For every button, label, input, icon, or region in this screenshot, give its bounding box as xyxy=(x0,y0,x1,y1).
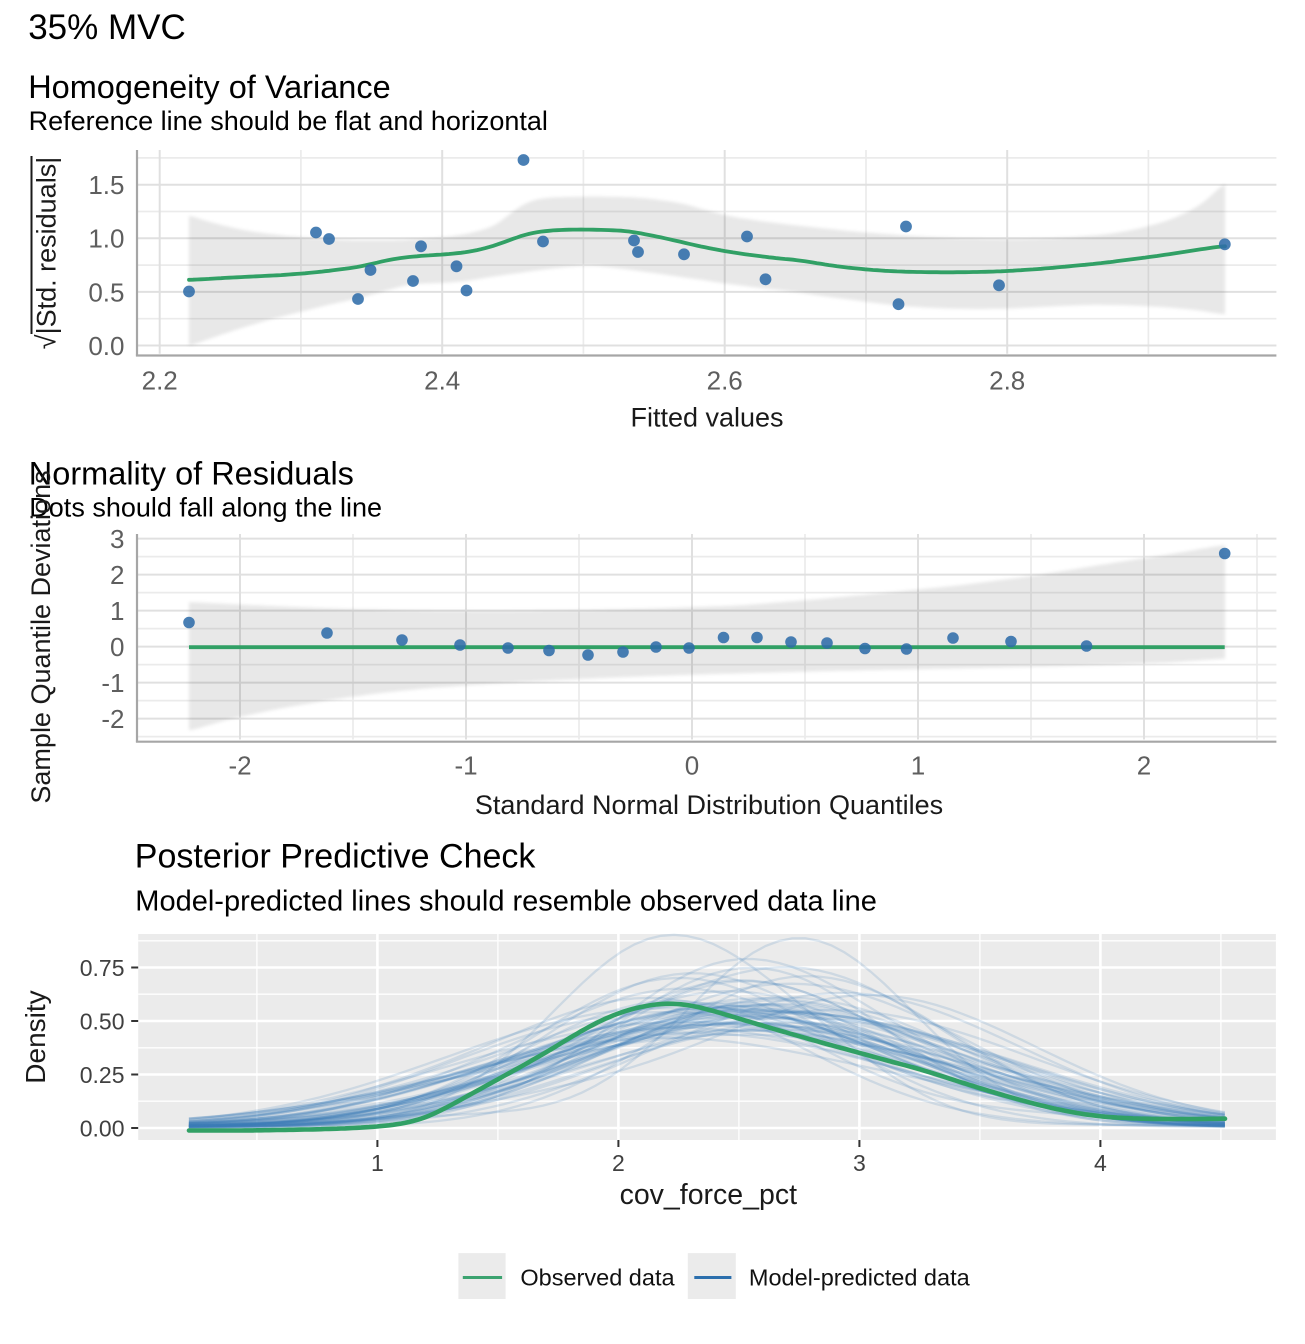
svg-text:Sample Quantile Deviations: Sample Quantile Deviations xyxy=(26,470,56,803)
svg-text:Dots should fall along the lin: Dots should fall along the line xyxy=(29,493,382,523)
svg-text:1: 1 xyxy=(911,751,925,781)
svg-text:3: 3 xyxy=(110,524,124,554)
svg-text:Standard Normal Distribution Q: Standard Normal Distribution Quantiles xyxy=(475,790,943,820)
svg-text:0.25: 0.25 xyxy=(80,1062,125,1088)
svg-text:-1: -1 xyxy=(454,751,477,781)
svg-text:2: 2 xyxy=(612,1150,625,1176)
svg-text:1: 1 xyxy=(371,1150,384,1176)
svg-text:-2: -2 xyxy=(101,704,124,734)
svg-text:0.5: 0.5 xyxy=(88,277,124,307)
svg-text:-2: -2 xyxy=(228,751,251,781)
svg-text:cov_force_pct: cov_force_pct xyxy=(620,1179,798,1211)
svg-text:0.00: 0.00 xyxy=(80,1115,125,1141)
svg-text:2: 2 xyxy=(110,560,124,590)
svg-text:Normality of Residuals: Normality of Residuals xyxy=(29,456,354,492)
svg-text:3: 3 xyxy=(853,1150,866,1176)
svg-text:Posterior Predictive Check: Posterior Predictive Check xyxy=(135,838,537,876)
svg-text:2: 2 xyxy=(1137,751,1151,781)
svg-text:Homogeneity of Variance: Homogeneity of Variance xyxy=(28,69,391,105)
svg-text:1.0: 1.0 xyxy=(88,224,124,254)
svg-text:√|Std. residuals|: √|Std. residuals| xyxy=(32,157,62,349)
svg-text:Density: Density xyxy=(20,990,51,1083)
svg-text:-1: -1 xyxy=(101,668,124,698)
svg-text:2.6: 2.6 xyxy=(707,366,743,396)
svg-text:0.0: 0.0 xyxy=(88,331,124,361)
svg-text:Model-predicted lines should r: Model-predicted lines should resemble ob… xyxy=(135,886,877,918)
svg-text:Observed data: Observed data xyxy=(520,1265,675,1291)
svg-text:35% MVC: 35% MVC xyxy=(28,8,186,47)
svg-text:4: 4 xyxy=(1094,1150,1107,1176)
svg-text:1.5: 1.5 xyxy=(88,170,124,200)
svg-text:0: 0 xyxy=(685,751,699,781)
svg-text:1: 1 xyxy=(110,596,124,626)
svg-text:Model-predicted data: Model-predicted data xyxy=(749,1265,971,1291)
svg-text:Reference line should be flat: Reference line should be flat and horizo… xyxy=(29,106,548,136)
svg-text:0.75: 0.75 xyxy=(80,955,125,981)
svg-text:Fitted values: Fitted values xyxy=(630,403,783,433)
svg-text:2.8: 2.8 xyxy=(989,366,1025,396)
svg-text:2.2: 2.2 xyxy=(142,366,178,396)
svg-text:0.50: 0.50 xyxy=(80,1008,125,1034)
svg-text:0: 0 xyxy=(110,632,124,662)
svg-text:2.4: 2.4 xyxy=(424,366,460,396)
